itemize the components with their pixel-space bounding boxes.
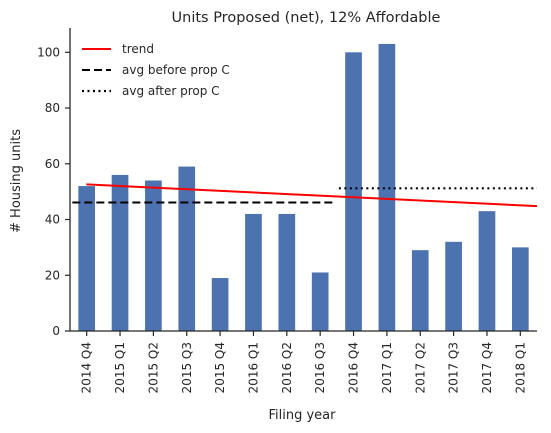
legend-label-avg-after: avg after prop C (122, 84, 220, 98)
legend: trend avg before prop C avg after prop C (82, 42, 230, 98)
bar-2015-q4 (211, 278, 229, 331)
bar-2018-q1 (511, 247, 529, 331)
y-tick-label: 60 (45, 157, 60, 171)
x-tick-label: 2017 Q4 (480, 342, 494, 393)
y-axis-label: # Housing units (9, 129, 24, 233)
bar-2017-q1 (378, 43, 396, 332)
bar-2017-q2 (411, 250, 429, 331)
bar-2015-q2 (145, 180, 162, 331)
axes (69, 28, 537, 332)
y-tick-label: 100 (37, 45, 60, 59)
y-ticks: 0 20 40 60 80 100 (37, 45, 70, 338)
x-tick-label: 2016 Q1 (246, 342, 260, 393)
x-tick-label: 2015 Q2 (146, 342, 160, 393)
y-tick-label: 20 (45, 268, 60, 282)
x-ticks: 2014 Q4 2015 Q1 2015 Q2 2015 Q3 2015 Q4 2016 … (80, 331, 527, 393)
trend-line (86, 183, 538, 208)
bar-2014-q4 (78, 186, 96, 331)
bar-2017-q3 (445, 241, 462, 331)
x-tick-label: 2017 Q3 (447, 342, 461, 393)
x-tick-label: 2017 Q2 (413, 342, 427, 393)
x-tick-label: 2015 Q3 (180, 342, 194, 393)
bar-2016-q2 (278, 213, 296, 331)
bar-2016-q4 (345, 52, 362, 331)
x-tick-label: 2018 Q1 (513, 342, 527, 393)
x-tick-label: 2015 Q1 (113, 342, 127, 393)
y-tick-label: 80 (45, 101, 60, 115)
x-tick-label: 2014 Q4 (80, 342, 94, 393)
x-axis-label: Filing year (269, 408, 337, 423)
bar-2016-q1 (245, 213, 262, 331)
bar-2016-q3 (311, 272, 329, 331)
bar-2015-q1 (111, 174, 129, 331)
x-tick-label: 2017 Q1 (380, 342, 394, 393)
bar-2017-q4 (478, 211, 496, 331)
x-tick-label: 2015 Q4 (213, 342, 227, 393)
y-tick-label: 0 (52, 324, 60, 338)
overlay-lines (72, 183, 538, 208)
y-tick-label: 40 (45, 213, 60, 227)
x-tick-label: 2016 Q4 (347, 342, 361, 393)
bars (78, 43, 529, 332)
legend-label-trend: trend (122, 42, 154, 56)
x-tick-label: 2016 Q3 (313, 342, 327, 393)
x-tick-label: 2016 Q2 (280, 342, 294, 393)
bar-2015-q3 (178, 166, 196, 331)
chart-title: Units Proposed (net), 12% Affordable (172, 10, 441, 26)
legend-label-avg-before: avg before prop C (122, 63, 230, 77)
